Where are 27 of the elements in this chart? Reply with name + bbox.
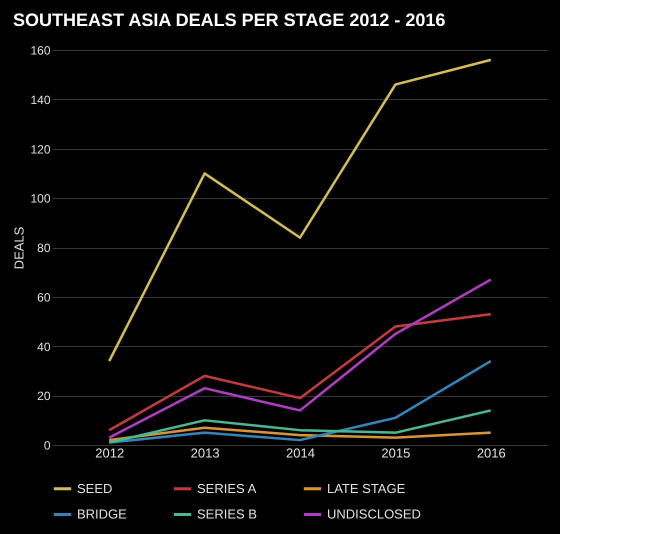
legend-label: BRIDGE bbox=[77, 506, 128, 522]
legend-label: SERIES B bbox=[197, 506, 257, 522]
line-series bbox=[108, 278, 492, 439]
x-tick-label: 2014 bbox=[286, 446, 315, 460]
legend-label: SEED bbox=[77, 480, 112, 496]
line-series bbox=[108, 58, 492, 362]
legend-label: UNDISCLOSED bbox=[327, 506, 421, 522]
chart-title: SOUTHEAST ASIA DEALS PER STAGE 2012 - 2016 bbox=[12, 10, 446, 30]
x-tick-label: 2012 bbox=[95, 446, 124, 460]
y-tick-label: 160 bbox=[30, 44, 51, 58]
x-tick-label: 2015 bbox=[381, 446, 410, 460]
line-series bbox=[108, 426, 492, 442]
y-tick-label: 60 bbox=[37, 290, 51, 304]
line-series bbox=[108, 312, 492, 432]
x-tick-label: 2016 bbox=[476, 446, 506, 460]
y-tick-label: 40 bbox=[37, 340, 51, 354]
legend-label: SERIES A bbox=[197, 480, 257, 496]
y-tick-label: 100 bbox=[30, 192, 51, 206]
y-tick-label: 20 bbox=[37, 389, 51, 404]
y-tick-label: 120 bbox=[30, 142, 51, 156]
y-tick-label: 140 bbox=[30, 92, 51, 107]
y-axis-title: DEALS bbox=[11, 226, 26, 270]
x-tick-label: 2013 bbox=[190, 446, 220, 460]
line-series bbox=[108, 409, 492, 444]
legend-label: LATE STAGE bbox=[327, 480, 406, 496]
y-tick-label: 80 bbox=[37, 241, 51, 255]
y-tick-label: 0 bbox=[44, 438, 51, 452]
